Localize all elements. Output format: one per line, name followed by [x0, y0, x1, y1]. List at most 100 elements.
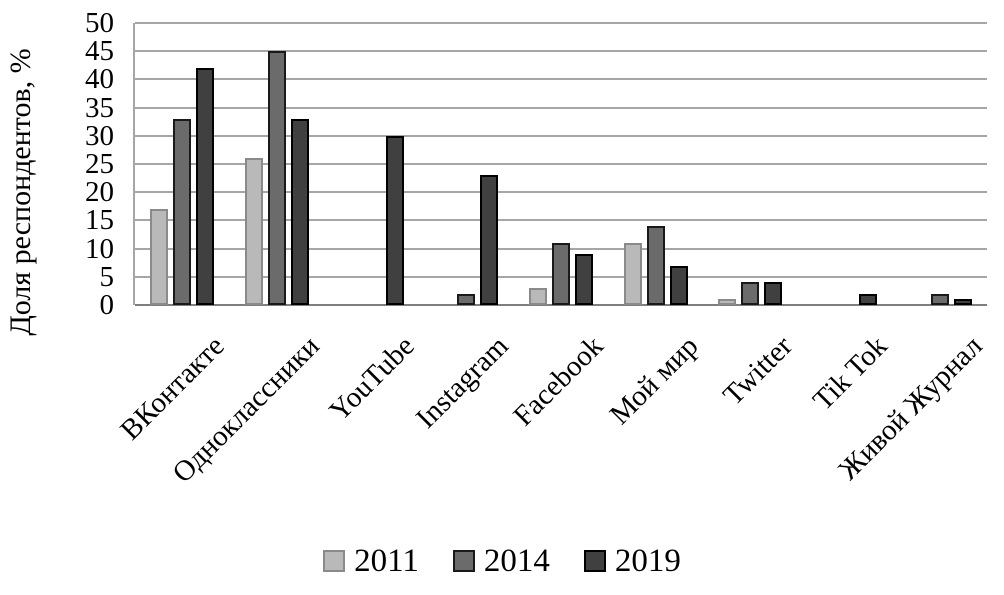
legend-label-2014: 2014 [483, 543, 550, 579]
y-tick-label-40: 40 [85, 63, 114, 96]
bar-group-Twitter [703, 23, 798, 305]
bar-slot [646, 23, 665, 305]
y-axis-tick-labels: 0 5 10 15 20 25 30 35 40 45 50 [0, 8, 124, 320]
bar-slot [858, 23, 877, 305]
legend: 2011 2014 2019 [0, 543, 1004, 579]
x-tick-label-Живой Журнал: Живой Журнал [832, 330, 989, 487]
bar-slot [267, 23, 286, 305]
x-tick-label-Instagram: Instagram [410, 330, 515, 435]
gridline-45 [135, 50, 987, 53]
bar-2014-Одноклассники [267, 51, 286, 305]
bar-2019-ВКонтакте [196, 68, 215, 305]
y-tick-label-20: 20 [85, 176, 114, 209]
x-axis-line [135, 304, 987, 306]
bar-slot [385, 23, 404, 305]
bar-2019-Twitter [764, 282, 783, 305]
bar-slot [836, 23, 854, 305]
bar-2019-Живой Журнал [953, 299, 972, 305]
bar-2014-Facebook [551, 242, 570, 305]
bar-slot [363, 23, 381, 305]
bar-slot [813, 23, 831, 305]
legend-item-2011: 2011 [323, 543, 419, 579]
x-tick-label-Facebook: Facebook [507, 330, 610, 433]
bar-slot [196, 23, 215, 305]
gridline-40 [135, 78, 987, 81]
legend-swatch-2019 [583, 550, 606, 572]
bar-slot [434, 23, 452, 305]
legend-item-2019: 2019 [583, 543, 681, 579]
x-tick-label-YouTube: YouTube [322, 330, 421, 428]
bar-2014-Живой Журнал [930, 293, 949, 305]
y-tick-label-50: 50 [85, 7, 114, 39]
legend-item-2014: 2014 [452, 543, 550, 579]
legend-swatch-2011 [323, 550, 346, 572]
bar-2011-Facebook [528, 288, 547, 305]
legend-swatch-2014 [452, 550, 475, 572]
bar-2014-ВКонтакте [173, 118, 192, 305]
bar-slot [340, 23, 358, 305]
bar-slot [623, 23, 642, 305]
bar-slot [930, 23, 949, 305]
bar-slot [150, 23, 169, 305]
y-tick-label-0: 0 [99, 289, 115, 321]
bar-slot [718, 23, 737, 305]
bar-2019-Tik Tok [858, 293, 877, 305]
gridline-35 [135, 106, 987, 109]
y-tick-label-10: 10 [85, 232, 114, 265]
bar-2019-YouTube [385, 135, 404, 305]
bar-2019-Instagram [480, 175, 499, 305]
bar-group-Живой Журнал [892, 23, 987, 305]
bar-slot [551, 23, 570, 305]
bar-slot [574, 23, 593, 305]
legend-label-2011: 2011 [354, 543, 419, 579]
y-tick-label-35: 35 [85, 91, 114, 124]
bar-2014-Instagram [457, 293, 476, 305]
bar-group-Мой мир [608, 23, 703, 305]
bar-groups [135, 23, 987, 305]
bar-2014-Мой мир [646, 226, 665, 305]
bar-group-Tik Tok [798, 23, 893, 305]
y-tick-label-5: 5 [99, 260, 115, 293]
plot-area [133, 22, 987, 306]
bar-group-Instagram [419, 23, 514, 305]
y-tick-label-25: 25 [85, 148, 114, 180]
y-tick-label-15: 15 [85, 204, 114, 237]
gridline-25 [135, 163, 987, 165]
bar-2011-Twitter [718, 299, 737, 305]
gridline-50 [135, 22, 987, 24]
y-tick-label-45: 45 [85, 35, 114, 68]
bar-slot [953, 23, 972, 305]
bar-2011-ВКонтакте [150, 209, 169, 305]
bar-2019-Facebook [574, 254, 593, 305]
x-tick-label-Одноклассники: Одноклассники [166, 330, 326, 490]
bar-slot [764, 23, 783, 305]
x-tick-label-Tik Tok: Tik Tok [806, 330, 894, 417]
bar-slot [457, 23, 476, 305]
bar-2019-Одноклассники [290, 118, 309, 305]
bar-group-YouTube [324, 23, 419, 305]
bar-slot [908, 23, 926, 305]
bar-slot [480, 23, 499, 305]
gridline-15 [135, 219, 987, 222]
legend-label-2019: 2019 [614, 543, 681, 579]
bar-group-Facebook [514, 23, 609, 305]
bar-2019-Мой мир [669, 265, 688, 305]
bar-slot [528, 23, 547, 305]
bar-slot [290, 23, 309, 305]
bar-2011-Одноклассники [244, 158, 263, 305]
bar-slot [669, 23, 688, 305]
x-tick-label-Мой мир: Мой мир [603, 330, 705, 431]
x-tick-label-Twitter: Twitter [717, 330, 799, 412]
gridline-20 [135, 191, 987, 194]
bar-group-Одноклассники [230, 23, 325, 305]
gridline-30 [135, 134, 987, 137]
bar-2011-Мой мир [623, 242, 642, 305]
bar-2014-Twitter [741, 282, 760, 305]
bar-group-ВКонтакте [135, 23, 230, 305]
bar-slot [244, 23, 263, 305]
y-tick-label-30: 30 [85, 119, 114, 152]
x-tick-label-ВКонтакте: ВКонтакте [114, 330, 231, 447]
bar-slot [173, 23, 192, 305]
bar-slot [741, 23, 760, 305]
